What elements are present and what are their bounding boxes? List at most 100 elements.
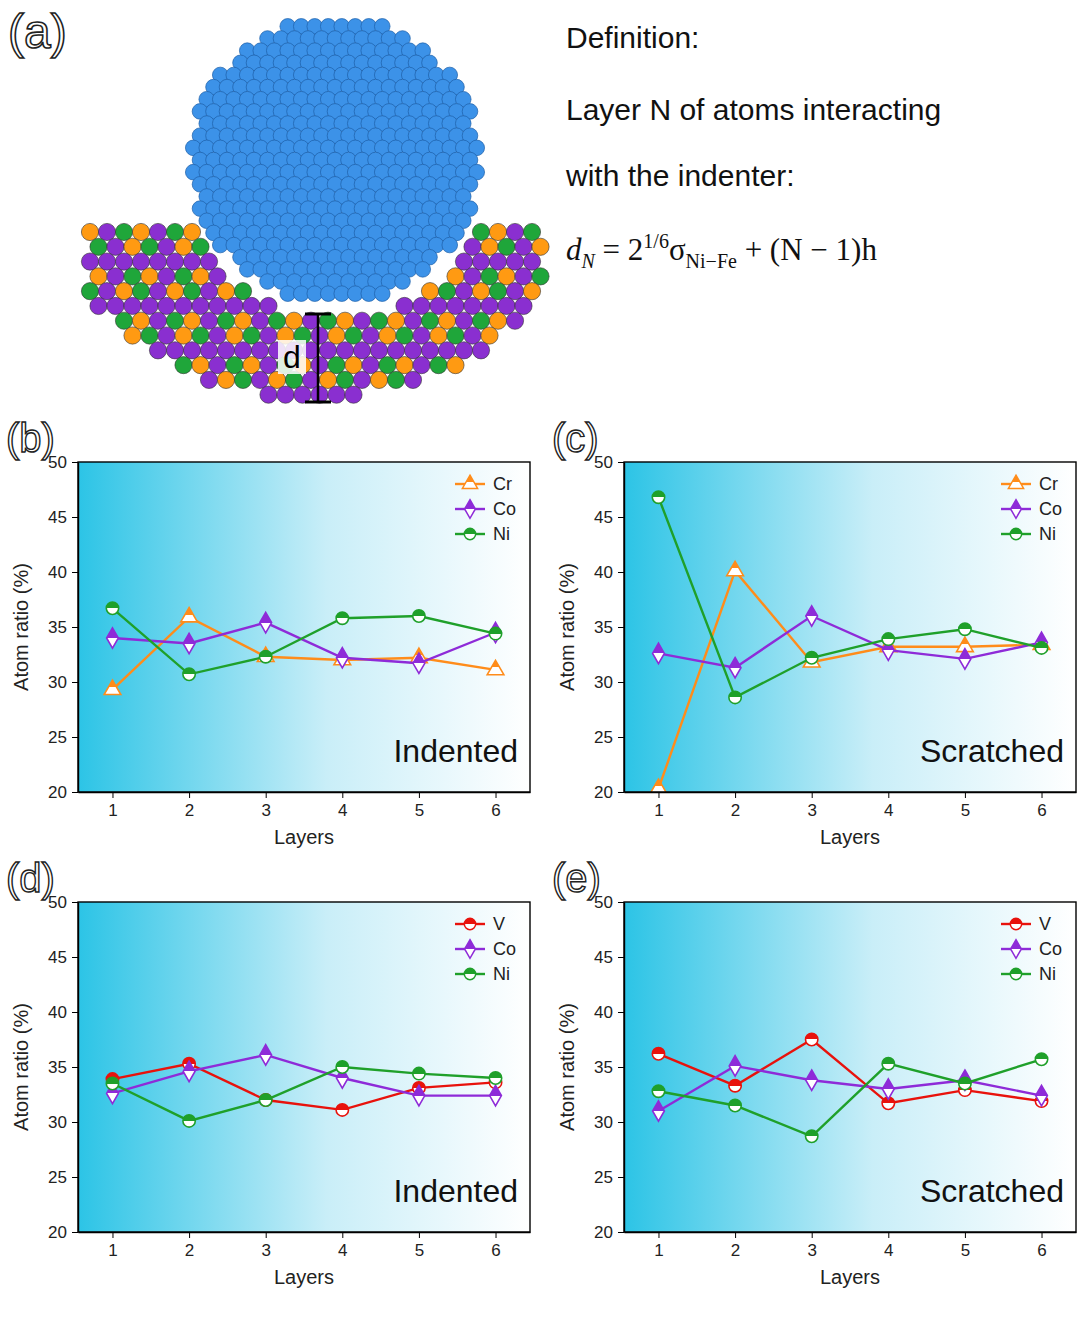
marker bbox=[106, 1077, 118, 1089]
legend-entry: Co bbox=[455, 939, 516, 959]
marker bbox=[104, 680, 121, 694]
marker bbox=[489, 627, 501, 639]
atom bbox=[362, 357, 379, 374]
atom bbox=[396, 297, 413, 314]
legend-marker bbox=[465, 500, 476, 519]
atom bbox=[107, 268, 124, 285]
atom bbox=[311, 327, 328, 344]
y-tick-mark bbox=[72, 737, 78, 738]
atom bbox=[430, 357, 447, 374]
atom bbox=[192, 268, 209, 285]
atom bbox=[489, 312, 506, 329]
atom bbox=[251, 371, 268, 388]
x-tick: 4 bbox=[884, 792, 893, 820]
marker bbox=[803, 653, 820, 667]
atom bbox=[166, 223, 183, 240]
atom bbox=[523, 223, 540, 240]
annotation: Indented bbox=[393, 733, 518, 769]
y-tick: 40 bbox=[48, 563, 78, 582]
atom bbox=[515, 297, 532, 314]
atom bbox=[268, 312, 285, 329]
atom bbox=[455, 283, 472, 300]
marker bbox=[336, 1061, 348, 1073]
x-axis: 123456 bbox=[79, 1232, 531, 1260]
y-tick-mark bbox=[72, 1067, 78, 1068]
x-tick-label: 6 bbox=[491, 1241, 500, 1260]
y-axis-line bbox=[78, 463, 79, 793]
marker bbox=[487, 660, 504, 674]
y-tick-mark bbox=[618, 572, 624, 573]
indenter-atom bbox=[395, 274, 411, 290]
panel-label: (d) bbox=[6, 856, 55, 900]
atom bbox=[421, 312, 438, 329]
marker bbox=[729, 1056, 741, 1076]
x-tick: 1 bbox=[108, 792, 117, 820]
indenter-atom bbox=[415, 262, 431, 278]
atom bbox=[192, 238, 209, 255]
atom bbox=[115, 223, 132, 240]
x-tick: 6 bbox=[491, 792, 500, 820]
atom bbox=[345, 357, 362, 374]
marker bbox=[489, 1072, 501, 1084]
x-tick-label: 6 bbox=[1037, 801, 1046, 820]
series-line bbox=[112, 1064, 495, 1110]
y-tick-label: 45 bbox=[48, 508, 67, 527]
marker bbox=[490, 622, 502, 642]
x-tick-label: 6 bbox=[1037, 1241, 1046, 1260]
marker bbox=[806, 1033, 818, 1045]
marker bbox=[729, 1099, 741, 1111]
marker bbox=[183, 1115, 195, 1127]
legend-marker bbox=[462, 475, 477, 488]
atom bbox=[183, 253, 200, 270]
indenter bbox=[185, 19, 484, 302]
x-axis-line bbox=[625, 792, 1077, 793]
legend-label: V bbox=[1039, 914, 1051, 934]
atom bbox=[141, 268, 158, 285]
legend-marker bbox=[1010, 968, 1021, 979]
x-axis-line bbox=[79, 1232, 531, 1233]
y-tick-mark bbox=[72, 627, 78, 628]
atom bbox=[447, 327, 464, 344]
legend-entry: Ni bbox=[1001, 524, 1056, 544]
y-tick-mark bbox=[618, 957, 624, 958]
x-tick-label: 2 bbox=[185, 1241, 194, 1260]
plot-background bbox=[624, 462, 1076, 792]
legend-entry: Co bbox=[1001, 499, 1062, 519]
marker bbox=[959, 1077, 971, 1089]
atom bbox=[472, 253, 489, 270]
atom bbox=[183, 342, 200, 359]
x-tick: 4 bbox=[338, 792, 347, 820]
definition-line: Layer N of atoms interacting bbox=[566, 93, 941, 126]
marker bbox=[652, 1048, 664, 1060]
marker bbox=[806, 1130, 818, 1142]
atom bbox=[319, 342, 336, 359]
atom bbox=[217, 371, 234, 388]
marker bbox=[806, 606, 818, 626]
x-axis-title: Layers bbox=[274, 826, 334, 848]
atom bbox=[234, 283, 251, 300]
data-layer bbox=[106, 1045, 501, 1127]
x-tick-mark bbox=[658, 792, 659, 798]
atom bbox=[336, 371, 353, 388]
y-tick-mark bbox=[618, 517, 624, 518]
y-tick-label: 30 bbox=[594, 1113, 613, 1132]
atom bbox=[438, 342, 455, 359]
marker bbox=[882, 1058, 894, 1070]
y-tick: 40 bbox=[594, 1003, 624, 1022]
chart: 12345620253035404550LayersAtom ratio (%)… bbox=[552, 416, 1077, 848]
y-tick: 35 bbox=[48, 618, 78, 637]
plot-background bbox=[624, 902, 1076, 1232]
x-tick-mark bbox=[658, 1232, 659, 1238]
y-tick-mark bbox=[72, 572, 78, 573]
marker bbox=[652, 1085, 664, 1097]
atom bbox=[183, 223, 200, 240]
x-axis: 123456 bbox=[625, 1232, 1077, 1260]
marker bbox=[260, 651, 272, 663]
y-tick-label: 45 bbox=[48, 948, 67, 967]
marker bbox=[183, 668, 195, 680]
marker bbox=[413, 653, 425, 673]
x-tick: 2 bbox=[185, 792, 194, 820]
marker bbox=[1036, 1085, 1048, 1105]
y-tick: 35 bbox=[48, 1058, 78, 1077]
atom bbox=[481, 238, 498, 255]
